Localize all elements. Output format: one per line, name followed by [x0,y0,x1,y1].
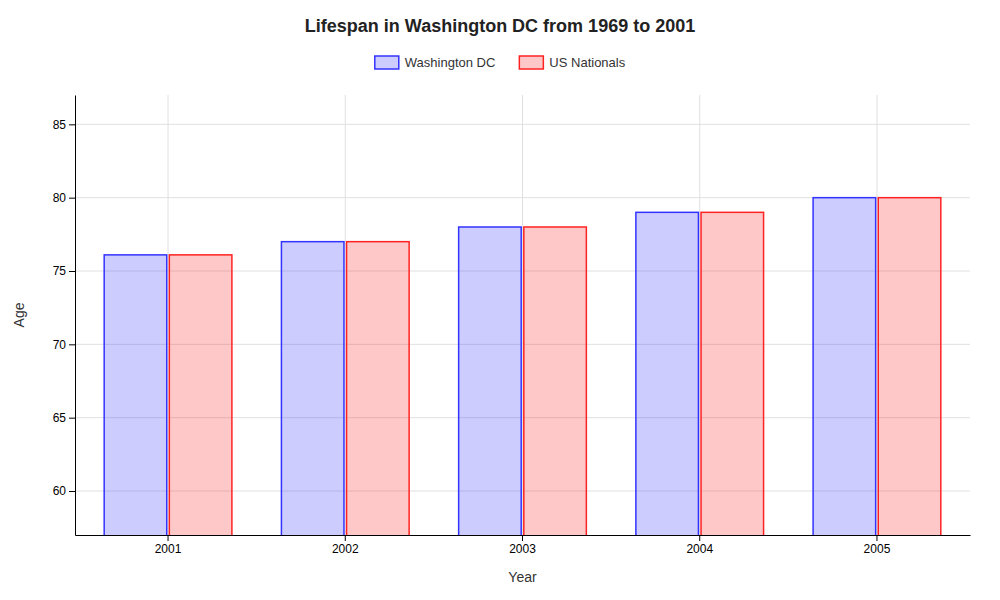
legend: Washington DC US Nationals [375,55,626,70]
x-tick: 2005 [864,535,891,556]
legend-item: US Nationals [519,55,625,70]
legend-label: US Nationals [549,55,625,70]
y-tick-label: 60 [53,484,67,498]
y-tick-mark [69,124,75,125]
x-axis-title: Year [508,569,537,585]
bar [636,212,699,535]
bar [104,255,167,535]
x-tick-label: 2005 [864,542,891,556]
x-tick-mark [876,535,877,541]
x-tick-mark [168,535,169,541]
x-tick-label: 2001 [155,542,182,556]
grid-line-x [168,95,169,535]
x-tick-label: 2004 [686,542,713,556]
bar-series [169,198,940,535]
y-tick: 75 [53,264,75,278]
x-axis: 2001 2002 2003 2004 2005 [76,535,971,556]
y-tick: 85 [53,118,75,132]
bar [347,242,410,535]
grid-line-x [699,95,700,535]
legend-label: Washington DC [405,55,496,70]
y-tick: 60 [53,484,75,498]
bar-series [104,198,875,535]
legend-swatch [519,56,543,69]
grid-line-x [522,95,523,535]
y-tick: 65 [53,411,75,425]
bar [813,198,876,535]
y-tick-label: 75 [53,264,67,278]
x-tick-mark [522,535,523,541]
y-tick-label: 65 [53,411,67,425]
grid-line-x [876,95,877,535]
y-tick-mark [69,418,75,419]
y-tick-mark [69,344,75,345]
x-tick: 2004 [686,535,713,556]
y-axis-line [75,96,76,536]
y-tick-label: 70 [53,338,67,352]
y-tick-mark [69,198,75,199]
x-tick: 2001 [155,535,182,556]
y-tick-label: 80 [53,191,67,205]
bar [701,212,764,535]
bar [169,255,232,535]
y-tick-label: 85 [53,118,67,132]
chart-svg: 2001 2002 2003 2004 2005 60 65 70 75 80 85 Year Age L… [0,0,1000,600]
y-axis-title: Age [11,302,27,327]
y-tick-mark [69,271,75,272]
y-tick-mark [69,491,75,492]
bar [878,198,941,535]
y-axis: 60 65 70 75 80 85 [53,96,76,536]
plot-area: 2001 2002 2003 2004 2005 60 65 70 75 80 85 [53,95,971,600]
x-tick-mark [345,535,346,541]
x-tick-label: 2003 [509,542,536,556]
bar [281,242,344,535]
title: Lifespan in Washington DC from 1969 to 2… [305,16,695,36]
chart-container: 2001 2002 2003 2004 2005 60 65 70 75 80 85 Year Age L… [0,0,1000,600]
y-tick: 70 [53,338,75,352]
x-tick-mark [699,535,700,541]
x-tick: 2002 [332,535,359,556]
x-tick: 2003 [509,535,536,556]
grid-line-x [345,95,346,535]
y-tick: 80 [53,191,75,205]
bars [104,198,941,535]
legend-swatch [375,56,399,69]
legend-item: Washington DC [375,55,496,70]
x-tick-label: 2002 [332,542,359,556]
bar [524,227,587,535]
bar [459,227,522,535]
